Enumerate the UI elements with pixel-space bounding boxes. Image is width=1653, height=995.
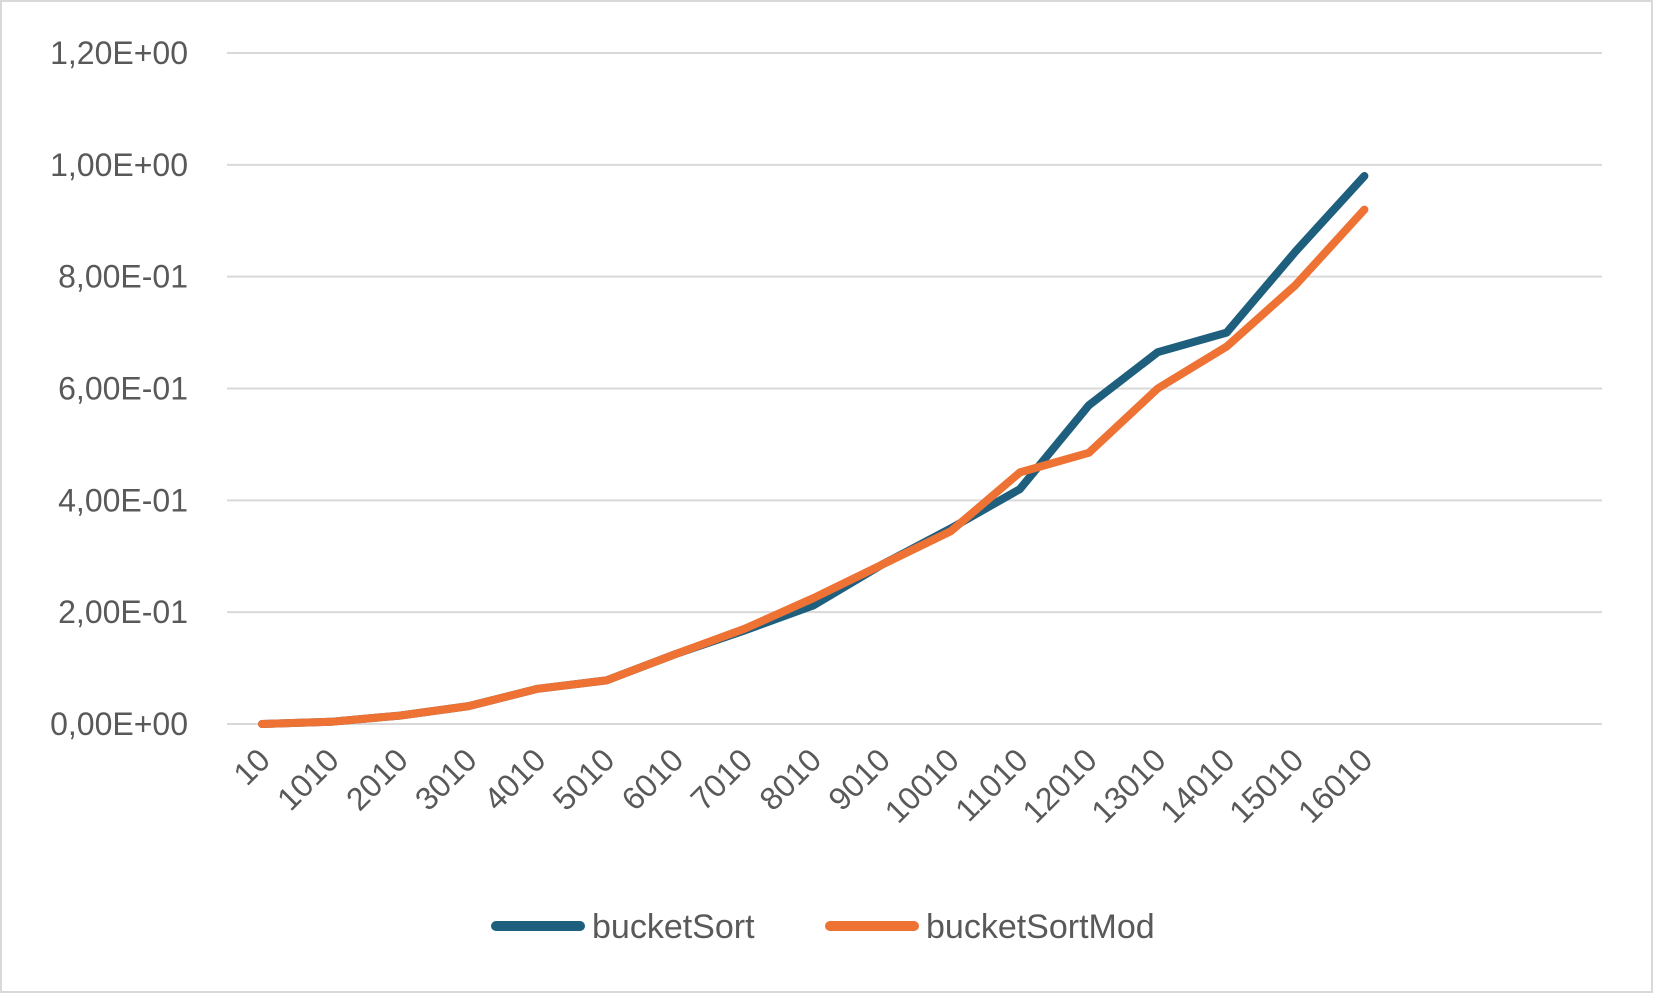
series-line-bucketSort [258, 172, 1369, 728]
x-tick-label: 10 [226, 741, 277, 792]
x-tick-label: 2010 [339, 741, 415, 817]
x-tick-label: 14010 [1153, 741, 1241, 829]
x-tick-label: 16010 [1291, 741, 1379, 829]
x-tick-label: 7010 [683, 741, 759, 817]
x-tick-label: 10010 [878, 741, 966, 829]
series-lines [258, 172, 1369, 728]
y-tick-label: 1,20E+00 [50, 35, 188, 71]
y-tick-label: 6,00E-01 [58, 371, 188, 407]
y-tick-label: 2,00E-01 [58, 594, 188, 630]
y-tick-label: 0,00E+00 [50, 706, 188, 742]
x-axis-tick-labels: 1010102010301040105010601070108010901010… [226, 741, 1379, 829]
y-tick-label: 1,00E+00 [50, 147, 188, 183]
x-tick-label: 13010 [1084, 741, 1172, 829]
x-tick-label: 5010 [546, 741, 622, 817]
gridlines [227, 52, 1602, 725]
legend-label-bucketSortMod: bucketSortMod [926, 908, 1155, 946]
y-tick-label: 4,00E-01 [58, 482, 188, 518]
x-tick-label: 4010 [477, 741, 553, 817]
y-axis-tick-labels: 0,00E+00 2,00E-01 4,00E-01 6,00E-01 8,00E-01… [50, 35, 188, 742]
y-tick-label: 8,00E-01 [58, 259, 188, 295]
x-tick-label: 8010 [752, 741, 828, 817]
x-tick-label: 15010 [1222, 741, 1310, 829]
x-tick-label: 1010 [270, 741, 346, 817]
legend: bucketSort bucketSortMod [491, 908, 1155, 946]
legend-label-bucketSort: bucketSort [592, 908, 755, 946]
x-tick-label: 6010 [615, 741, 691, 817]
x-tick-label: 3010 [408, 741, 484, 817]
x-tick-label: 11010 [948, 741, 1035, 828]
x-tick-label: 12010 [1015, 741, 1103, 829]
series-line-bucketSortMod [258, 205, 1369, 728]
